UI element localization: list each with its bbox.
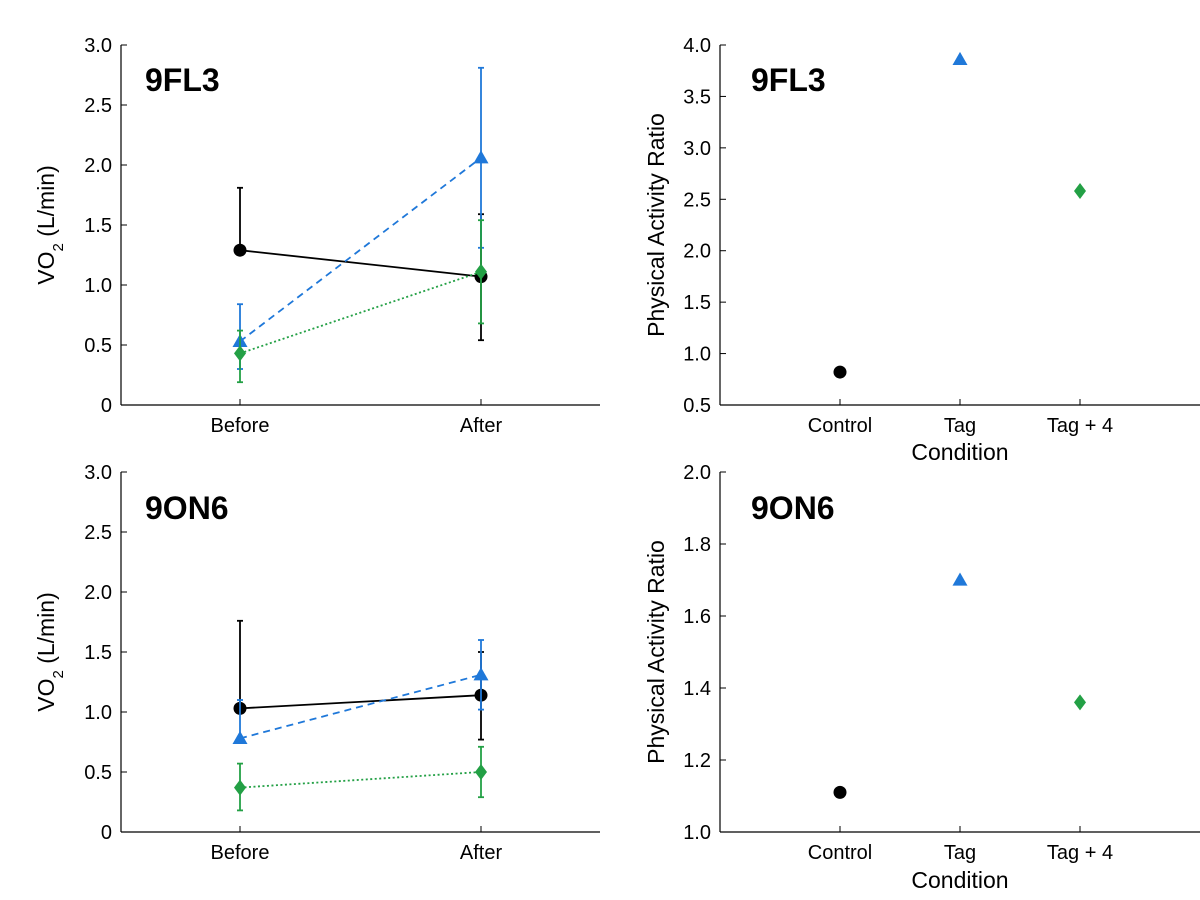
x-tick-label: Tag + 4 [1047, 842, 1113, 864]
panel-title: 9ON6 [145, 490, 229, 526]
series-line [239, 249, 482, 278]
x-axis-label: Condition [911, 439, 1008, 465]
x-tick-label: Tag + 4 [1047, 415, 1113, 437]
diamond-marker [234, 345, 246, 362]
series-line [239, 270, 482, 355]
vo2-panel-9on6: 9ON6 VO2 (L/min) 0 0.5 1.0 1.5 2.0 2.5 3.0 Befo… [33, 462, 600, 864]
diamond-marker [475, 764, 487, 780]
y-tick-label: 0 [101, 822, 112, 844]
y-tick-label: 1.0 [683, 344, 711, 366]
circle-marker [833, 785, 847, 799]
y-tick-label: 3.0 [84, 35, 112, 57]
triangle-marker [232, 730, 248, 745]
panel-title: 9FL3 [145, 62, 220, 98]
y-tick-label: 0.5 [84, 762, 112, 784]
y-tick-label: 1.5 [84, 642, 112, 664]
triangle-marker [952, 51, 968, 66]
x-tick-label: Tag [944, 842, 976, 864]
y-tick-label: 1.4 [683, 678, 711, 700]
y-tick-label: 1.2 [683, 750, 711, 772]
triangle-marker [952, 572, 968, 586]
vo2-panel-9fl3: 9FL3 VO2 (L/min) 0 0.5 1.0 1.5 2.0 2.5 3.0 Befo… [33, 35, 600, 437]
diamond-marker [475, 263, 487, 280]
y-tick-label: 2.5 [683, 189, 711, 211]
x-tick-label: After [460, 842, 503, 864]
diamond-marker [234, 779, 246, 796]
y-tick-label: 1.6 [683, 606, 711, 628]
y-tick-label: 0.5 [683, 395, 711, 417]
y-tick-label: 2.5 [84, 95, 112, 117]
y-tick-label: 0.5 [84, 335, 112, 357]
y-tick-label: 2.0 [84, 582, 112, 604]
y-tick-label: 4.0 [683, 35, 711, 57]
x-tick-label: Before [211, 415, 270, 437]
x-axis-label: Condition [911, 867, 1008, 893]
series-line [239, 694, 482, 710]
y-tick-label: 3.0 [84, 462, 112, 484]
y-tick-label: 2.0 [683, 462, 711, 484]
y-tick-label: 2.0 [683, 241, 711, 263]
y-tick-label: 1.5 [683, 292, 711, 314]
x-tick-label: Control [808, 415, 872, 437]
y-tick-label: 1.0 [84, 275, 112, 297]
y-tick-label: 3.5 [683, 86, 711, 108]
y-tick-label: 1.5 [84, 215, 112, 237]
triangle-marker [473, 667, 489, 681]
y-axis-label: VO2 (L/min) [33, 592, 67, 712]
y-axis-label: Physical Activity Ratio [643, 113, 669, 337]
panel-title: 9FL3 [751, 62, 826, 98]
series-line [239, 771, 482, 789]
x-tick-label: Before [211, 842, 270, 864]
x-tick-label: After [460, 415, 503, 437]
y-tick-label: 1.8 [683, 534, 711, 556]
diamond-marker [1074, 183, 1086, 200]
y-tick-label: 2.5 [84, 522, 112, 544]
y-tick-label: 1.0 [683, 822, 711, 844]
y-tick-label: 3.0 [683, 138, 711, 160]
y-tick-label: 0 [101, 395, 112, 417]
circle-marker [233, 243, 247, 257]
y-tick-label: 2.0 [84, 155, 112, 177]
circle-marker [833, 365, 847, 379]
panel-title: 9ON6 [751, 490, 835, 526]
y-axis-label: VO2 (L/min) [33, 165, 67, 285]
y-tick-label: 1.0 [84, 702, 112, 724]
activity-ratio-panel-9on6: 9ON6 Physical Activity Ratio Condition 1… [643, 462, 1200, 893]
diamond-marker [1074, 694, 1086, 711]
triangle-marker [473, 150, 489, 164]
x-tick-label: Control [808, 842, 872, 864]
series-line [239, 673, 482, 740]
y-axis-label: Physical Activity Ratio [643, 540, 669, 764]
activity-ratio-panel-9fl3: 9FL3 Physical Activity Ratio Condition 0… [643, 35, 1200, 465]
series-line [239, 157, 482, 343]
x-tick-label: Tag [944, 415, 976, 437]
